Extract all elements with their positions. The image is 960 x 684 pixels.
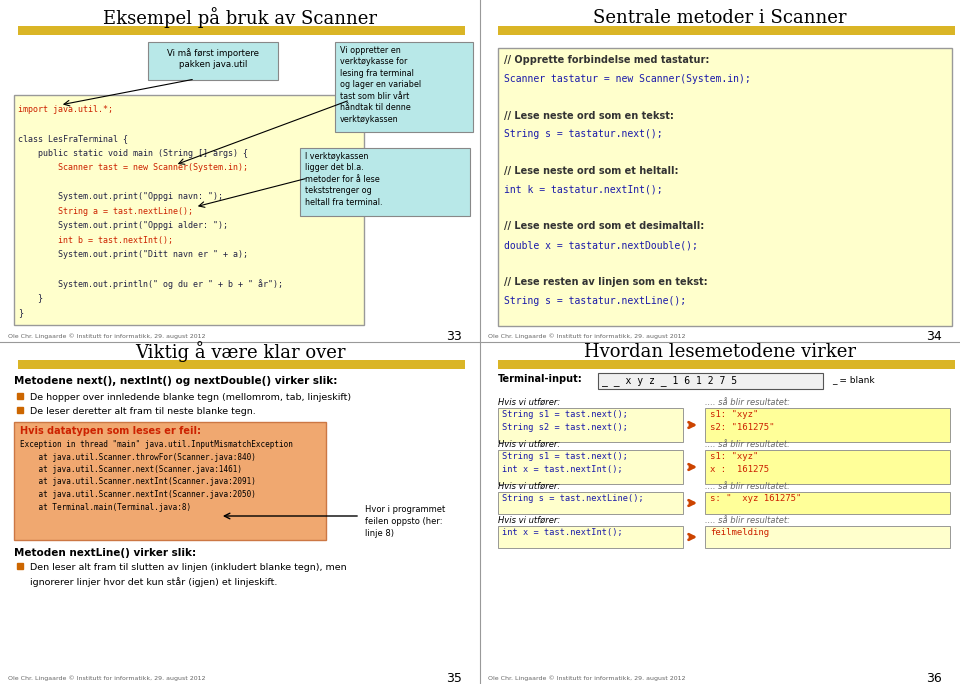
Text: }: } (18, 293, 43, 302)
Text: 34: 34 (926, 330, 942, 343)
Bar (335, 42, 473, 132)
Text: Hvis vi utfører:: Hvis vi utfører: (498, 440, 561, 449)
Text: Hvor i programmet: Hvor i programmet (365, 505, 445, 514)
Text: String s = tastatur.nextLine();: String s = tastatur.nextLine(); (504, 295, 686, 306)
Text: Hvordan lesemetodene virker: Hvordan lesemetodene virker (584, 343, 856, 361)
Text: // Opprette forbindelse med tastatur:: // Opprette forbindelse med tastatur: (504, 55, 709, 65)
Text: System.out.print("Oppgi alder: ");: System.out.print("Oppgi alder: "); (18, 221, 228, 230)
Bar (498, 450, 683, 484)
Text: double x = tastatur.nextDouble();: double x = tastatur.nextDouble(); (504, 240, 698, 250)
Text: int b = tast.nextInt();: int b = tast.nextInt(); (18, 235, 173, 244)
Bar (18, 360, 465, 369)
Text: Hvis vi utfører:: Hvis vi utfører: (498, 482, 561, 491)
Text: _ = blank: _ = blank (832, 375, 875, 384)
Text: }: } (18, 308, 23, 317)
Text: x :  161275: x : 161275 (710, 465, 769, 474)
Text: // Lese neste ord som et heltall:: // Lese neste ord som et heltall: (504, 166, 679, 176)
Text: // Lese resten av linjen som en tekst:: // Lese resten av linjen som en tekst: (504, 277, 708, 287)
Text: Ole Chr. Lingaarde © Institutt for informatikk, 29. august 2012: Ole Chr. Lingaarde © Institutt for infor… (8, 333, 205, 339)
Text: String s = tast.nextLine();: String s = tast.nextLine(); (502, 494, 644, 503)
Text: Vi må først importere: Vi må først importere (167, 48, 259, 58)
Text: De leser deretter alt fram til neste blanke tegn.: De leser deretter alt fram til neste bla… (30, 407, 255, 416)
Text: Viktig å være klar over: Viktig å være klar over (134, 341, 346, 363)
Text: pakken java.util: pakken java.util (179, 60, 247, 69)
Text: String s = tastatur.next();: String s = tastatur.next(); (504, 129, 662, 139)
Text: at java.util.Scanner.throwFor(Scanner.java:840): at java.util.Scanner.throwFor(Scanner.ja… (20, 453, 256, 462)
Text: s2: "161275": s2: "161275" (710, 423, 775, 432)
Bar (498, 408, 683, 442)
Text: at java.util.Scanner.nextInt(Scanner.java:2091): at java.util.Scanner.nextInt(Scanner.jav… (20, 477, 256, 486)
Text: import java.util.*;: import java.util.*; (18, 105, 113, 114)
Text: Terminal-input:: Terminal-input: (498, 374, 583, 384)
Text: .... så blir resultatet:: .... så blir resultatet: (705, 516, 790, 525)
Text: String a = tast.nextLine();: String a = tast.nextLine(); (18, 207, 193, 215)
Bar (598, 373, 823, 389)
Text: System.out.println(" og du er " + b + " år");: System.out.println(" og du er " + b + " … (18, 279, 283, 289)
Bar (705, 450, 950, 484)
Text: int x = tast.nextInt();: int x = tast.nextInt(); (502, 465, 623, 474)
Text: Vi oppretter en
verktøykasse for
lesing fra terminal
og lager en variabel
tast s: Vi oppretter en verktøykasse for lesing … (340, 46, 421, 124)
Bar (14, 422, 326, 540)
Text: _ _ x y z _ 1 6 1 2 7 5: _ _ x y z _ 1 6 1 2 7 5 (602, 375, 737, 386)
Text: Scanner tastatur = new Scanner(System.in);: Scanner tastatur = new Scanner(System.in… (504, 73, 751, 83)
Text: at Terminal.main(Terminal.java:8): at Terminal.main(Terminal.java:8) (20, 503, 191, 512)
Text: feilmelding: feilmelding (710, 528, 769, 537)
Text: .... så blir resultatet:: .... så blir resultatet: (705, 482, 790, 491)
Bar (705, 408, 950, 442)
Text: at java.util.Scanner.next(Scanner.java:1461): at java.util.Scanner.next(Scanner.java:1… (20, 465, 242, 474)
Text: int x = tast.nextInt();: int x = tast.nextInt(); (502, 528, 623, 537)
Text: Ole Chr. Lingaarde © Institutt for informatikk, 29. august 2012: Ole Chr. Lingaarde © Institutt for infor… (8, 675, 205, 681)
Bar (705, 526, 950, 548)
Text: Ole Chr. Lingaarde © Institutt for informatikk, 29. august 2012: Ole Chr. Lingaarde © Institutt for infor… (488, 675, 685, 681)
Text: s1: "xyz": s1: "xyz" (710, 452, 758, 461)
Text: s1: "xyz": s1: "xyz" (710, 410, 758, 419)
Text: Sentrale metoder i Scanner: Sentrale metoder i Scanner (593, 9, 847, 27)
Text: // Lese neste ord som et desimaltall:: // Lese neste ord som et desimaltall: (504, 222, 705, 231)
Text: Scanner tast = new Scanner(System.in);: Scanner tast = new Scanner(System.in); (18, 163, 248, 172)
Bar (705, 492, 950, 514)
Text: Hvis vi utfører:: Hvis vi utfører: (498, 516, 561, 525)
Text: at java.util.Scanner.nextInt(Scanner.java:2050): at java.util.Scanner.nextInt(Scanner.jav… (20, 490, 256, 499)
Bar (498, 526, 683, 548)
Text: I verktøykassen
ligger det bl.a.
metoder for å lese
tekststrenger og
heltall fra: I verktøykassen ligger det bl.a. metoder… (305, 152, 382, 207)
Bar (18, 26, 465, 35)
Text: Metoden nextLine() virker slik:: Metoden nextLine() virker slik: (14, 548, 196, 558)
Text: De hopper over innledende blanke tegn (mellomrom, tab, linjeskift): De hopper over innledende blanke tegn (m… (30, 393, 351, 402)
Bar (498, 48, 952, 326)
Text: System.out.print("Oppgi navn: ");: System.out.print("Oppgi navn: "); (18, 192, 223, 201)
Bar (300, 148, 470, 216)
Bar (498, 26, 955, 35)
Text: class LesFraTerminal {: class LesFraTerminal { (18, 134, 128, 143)
Text: public static void main (String [] args) {: public static void main (String [] args)… (18, 148, 248, 157)
Bar (498, 360, 955, 369)
Text: .... så blir resultatet:: .... så blir resultatet: (705, 440, 790, 449)
Text: Ole Chr. Lingaarde © Institutt for informatikk, 29. august 2012: Ole Chr. Lingaarde © Institutt for infor… (488, 333, 685, 339)
Text: int k = tastatur.nextInt();: int k = tastatur.nextInt(); (504, 185, 662, 194)
Bar (498, 492, 683, 514)
Text: System.out.print("Ditt navn er " + a);: System.out.print("Ditt navn er " + a); (18, 250, 248, 259)
Text: .... så blir resultatet:: .... så blir resultatet: (705, 398, 790, 407)
Text: feilen oppsto (her:: feilen oppsto (her: (365, 517, 443, 526)
Bar (148, 42, 278, 80)
Text: Den leser alt fram til slutten av linjen (inkludert blanke tegn), men: Den leser alt fram til slutten av linjen… (30, 563, 347, 572)
Text: ignorerer linjer hvor det kun står (igjen) et linjeskift.: ignorerer linjer hvor det kun står (igje… (30, 577, 277, 587)
Bar (14, 95, 364, 325)
Text: Hvis datatypen som leses er feil:: Hvis datatypen som leses er feil: (20, 426, 201, 436)
Text: 36: 36 (926, 672, 942, 684)
Text: String s2 = tast.next();: String s2 = tast.next(); (502, 423, 628, 432)
Text: // Lese neste ord som en tekst:: // Lese neste ord som en tekst: (504, 111, 674, 120)
Text: s: "  xyz 161275": s: " xyz 161275" (710, 494, 802, 503)
Text: String s1 = tast.next();: String s1 = tast.next(); (502, 410, 628, 419)
Text: Hvis vi utfører:: Hvis vi utfører: (498, 398, 561, 407)
Text: 35: 35 (446, 672, 462, 684)
Text: linje 8): linje 8) (365, 529, 394, 538)
Text: Eksempel på bruk av Scanner: Eksempel på bruk av Scanner (103, 8, 377, 29)
Text: String s1 = tast.next();: String s1 = tast.next(); (502, 452, 628, 461)
Text: Metodene next(), nextInt() og nextDouble() virker slik:: Metodene next(), nextInt() og nextDouble… (14, 376, 337, 386)
Text: 33: 33 (446, 330, 462, 343)
Text: Exception in thread "main" java.util.InputMismatchException: Exception in thread "main" java.util.Inp… (20, 440, 293, 449)
